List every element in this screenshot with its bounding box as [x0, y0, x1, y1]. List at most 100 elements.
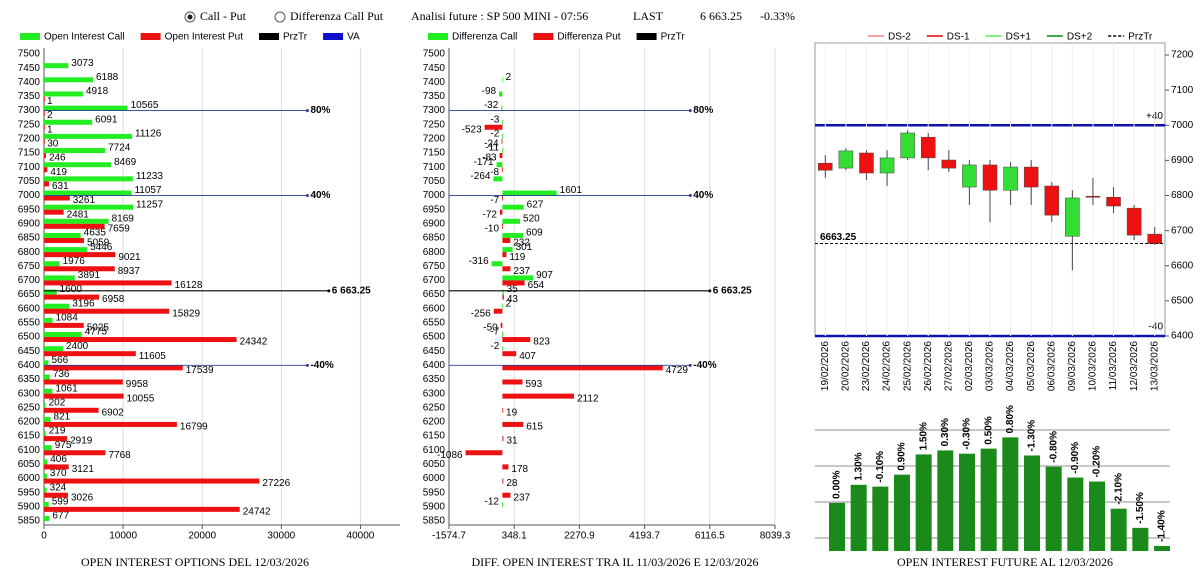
y-tick-label: 6200 — [18, 417, 41, 428]
y-tick-label: 6200 — [423, 417, 446, 428]
y-tick-label: 6250 — [423, 402, 446, 413]
value-label: -3 — [490, 114, 499, 125]
chart-title: DIFF. OPEN INTEREST TRA IL 11/03/2026 E … — [471, 555, 758, 569]
bar — [502, 204, 524, 210]
y-tick-label: 6950 — [423, 204, 446, 215]
value-label: -72 — [483, 209, 498, 220]
x-tick-label: 19/02/2026 — [820, 341, 831, 391]
y-tick-label: 7300 — [423, 105, 446, 116]
value-label: 599 — [52, 496, 69, 507]
value-label: 8469 — [114, 157, 137, 168]
bar — [44, 416, 51, 422]
y-tick-label: 6500 — [423, 332, 446, 343]
bar — [501, 105, 503, 111]
level-label: -40% — [310, 360, 333, 371]
bar — [502, 346, 504, 352]
y-tick-label: 7000 — [423, 190, 446, 201]
bar — [44, 252, 116, 258]
level-label: -40 — [1149, 322, 1164, 333]
bar — [894, 474, 910, 551]
bar — [1132, 527, 1149, 551]
bar — [502, 195, 503, 201]
bar — [44, 445, 52, 451]
y-tick-label: 6550 — [423, 318, 446, 329]
value-label: 246 — [49, 153, 66, 164]
y-tick-label: 6400 — [18, 360, 41, 371]
radio-button[interactable] — [274, 11, 286, 23]
value-label: 4775 — [85, 327, 108, 338]
bar — [502, 119, 504, 125]
candle-body — [900, 132, 915, 159]
bar — [44, 506, 240, 512]
y-tick-label: 6650 — [423, 289, 446, 300]
value-label: 7659 — [108, 223, 131, 234]
value-label: 1976 — [63, 256, 86, 267]
y-tick-label: 6300 — [423, 388, 446, 399]
value-label: 3026 — [71, 492, 94, 503]
value-label: 975 — [55, 440, 72, 451]
bar — [44, 91, 83, 97]
value-label: 654 — [528, 280, 545, 291]
y-tick-label: 6900 — [423, 218, 446, 229]
bar — [44, 190, 132, 196]
legend-label: Open Interest Put — [165, 32, 244, 43]
value-label: 6902 — [102, 407, 125, 418]
legend-label: Open Interest Call — [44, 32, 125, 43]
bar — [44, 421, 177, 427]
bar — [44, 346, 63, 352]
bar — [499, 209, 503, 215]
value-label: 907 — [536, 270, 553, 281]
y-tick-label: 6400 — [1171, 331, 1194, 342]
bar — [44, 280, 172, 286]
legend-label: PrzTr — [283, 32, 308, 43]
bar — [44, 379, 123, 385]
value-label: 1 — [47, 124, 53, 135]
value-label: 11057 — [134, 185, 162, 196]
value-label: 2112 — [577, 393, 599, 404]
bar — [493, 308, 503, 314]
value-label: 2400 — [66, 341, 89, 352]
y-tick-label: 7500 — [423, 49, 446, 60]
y-tick-label: 7250 — [423, 119, 446, 130]
bar — [465, 450, 503, 456]
bar-label: 0.00% — [832, 470, 843, 498]
bar — [44, 516, 50, 521]
value-label: 1061 — [55, 383, 78, 394]
y-tick-label: 6300 — [18, 388, 41, 399]
level-end — [688, 194, 692, 198]
level-label: 40% — [693, 190, 713, 201]
level-label: 6 663.25 — [332, 285, 371, 296]
value-label: 2481 — [67, 209, 90, 220]
value-label: 370 — [50, 468, 67, 479]
value-label: 6091 — [95, 114, 118, 125]
last-label: LAST — [633, 9, 664, 23]
value-label: 11605 — [139, 351, 167, 362]
legend-swatch — [636, 33, 657, 40]
value-label: -523 — [462, 124, 482, 135]
bar — [502, 464, 509, 470]
bar — [44, 289, 57, 295]
bar-label: 0.30% — [940, 418, 951, 446]
value-label: 677 — [52, 511, 69, 522]
bar-label: 1.30% — [853, 452, 864, 480]
bar — [502, 351, 517, 357]
value-label: -11 — [485, 143, 499, 154]
bar — [502, 133, 504, 139]
bar — [44, 232, 81, 238]
y-tick-label: 6700 — [18, 275, 41, 286]
bar — [44, 133, 133, 139]
bar — [44, 431, 46, 437]
level-label: -40% — [693, 360, 716, 371]
candle-body — [1085, 195, 1101, 198]
y-tick-label: 7300 — [18, 105, 41, 116]
y-tick-label: 6450 — [18, 346, 41, 357]
value-label: 7724 — [108, 143, 131, 154]
x-tick-label: 10000 — [109, 531, 137, 542]
legend-label: PrzTr — [661, 32, 686, 43]
x-tick-label: -1574.7 — [432, 531, 466, 542]
bar — [502, 393, 575, 399]
level-end — [327, 289, 331, 293]
y-tick-label: 5950 — [423, 487, 446, 498]
value-label: 232 — [513, 238, 530, 249]
bar — [499, 153, 503, 159]
